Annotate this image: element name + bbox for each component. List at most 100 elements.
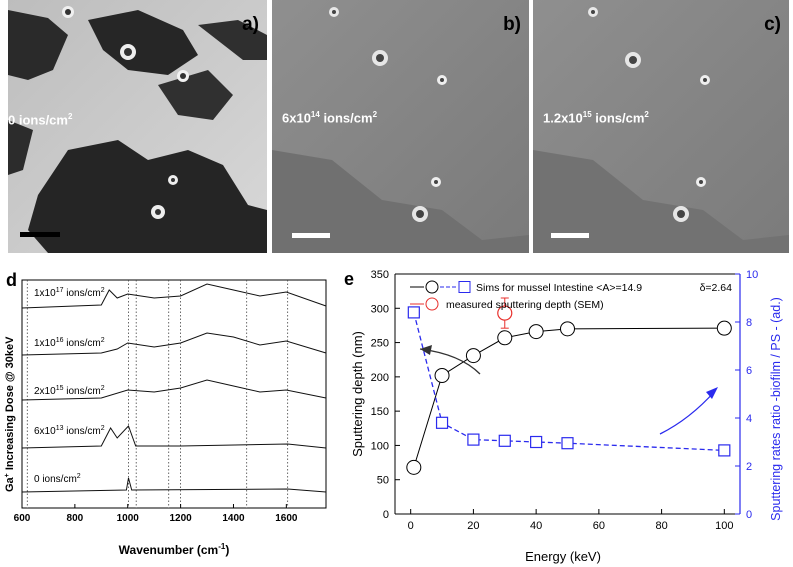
legend-sims-circle	[425, 280, 439, 294]
sims-depth-point-1	[434, 367, 450, 383]
sims-depth-point-2	[465, 348, 481, 364]
chart-d-xtick-label-4: 1400	[222, 513, 245, 524]
right-axis-arrow	[659, 390, 716, 435]
spectrum-label-base-3: 6x10	[34, 426, 56, 437]
panel-b-scale-bar	[292, 233, 330, 238]
spectrum-label-unit-1: ions/cm	[63, 338, 100, 349]
chart-e-ytick-label-6: 300	[371, 303, 389, 315]
spectrum-label-sup-2: 2	[101, 385, 105, 392]
chart-e-xtick-label-5: 100	[715, 520, 733, 532]
ratio-point-6	[718, 444, 731, 457]
panel-c-dose-base: 1.2x10	[543, 110, 583, 126]
panel-c-letter: c)	[764, 14, 781, 35]
panel-a-dose-base: 0 ions/cm	[8, 112, 68, 128]
chart-e-y2tick-label-3: 6	[746, 365, 752, 377]
legend-delta-label: δ=2.64	[700, 282, 733, 294]
chart-d-xtick-label-5: 1600	[275, 513, 298, 524]
spectrum-label-unit-3: ions/cm	[63, 426, 100, 437]
panel-b-dose-base: 6x10	[282, 110, 311, 126]
chart-d-xtick-label-3: 1200	[169, 513, 192, 524]
panel-b-dose-unit: ions/cm	[319, 110, 373, 126]
panel-b-dose-sup: 2	[372, 110, 378, 119]
chart-e-y2tick-label-1: 2	[746, 461, 752, 473]
raman-spectrum-0	[21, 283, 327, 309]
chart-e-ytick-label-4: 200	[371, 372, 389, 384]
chart-d-xlabel-sup: -1	[218, 542, 226, 551]
spectrum-label-exp-1: 16	[56, 337, 64, 344]
sem-image-b	[272, 0, 529, 253]
ratio-point-0	[407, 306, 420, 319]
chart-e-xtick-label-1: 20	[467, 520, 479, 532]
spectrum-label-2: 2x1015 ions/cm2	[34, 385, 105, 397]
spectrum-label-exp-3: 13	[56, 425, 64, 432]
spectrum-label-base-1: 1x10	[34, 338, 56, 349]
raman-spectrum-4	[21, 477, 327, 493]
spectrum-label-sup-4: 2	[77, 473, 81, 480]
chart-e-y2tick-label-4: 8	[746, 317, 752, 329]
legend-ratio-square	[458, 281, 471, 293]
spectrum-label-exp-2: 15	[56, 385, 64, 392]
spectrum-label-unit-0: ions/cm	[63, 288, 100, 299]
chart-e-ylabel: Sputtering depth (nm)	[350, 331, 365, 457]
ratio-point-4	[530, 435, 543, 449]
raman-spectrum-3	[21, 425, 327, 449]
ratio-point-1	[435, 416, 449, 429]
panel-a-scale-bar	[20, 232, 60, 237]
spectrum-label-1: 1x1016 ions/cm2	[34, 337, 105, 349]
chart-e-letter: e	[344, 269, 354, 289]
left-axis-arrowhead	[420, 345, 432, 355]
panel-c-scale-bar	[551, 233, 589, 238]
ratio-point-3	[498, 434, 511, 447]
panel-b-letter: b)	[503, 14, 521, 35]
raman-spectra-chart: d 600 800 1000 1200 1400 1600 1x1017 ions/cm2…	[4, 270, 327, 557]
chart-e-xtick-label-4: 80	[655, 520, 667, 532]
chart-d-xlabel-base: Wavenumber (cm	[119, 543, 219, 557]
chart-d-xlabel: Wavenumber (cm-1)	[119, 542, 230, 557]
sputtering-depth-chart: e 0 20 40 60 80 100 0 50 100 150 200 250 300 350 0 2 4 6 8…	[344, 269, 783, 564]
spectrum-label-sup-3: 2	[101, 425, 105, 432]
panel-b-dose-label: 6x1014 ions/cm2	[282, 110, 377, 125]
spectrum-label-base-4: 0 ions/cm	[34, 474, 77, 485]
sem-image-panel-b: b) 6x1014 ions/cm2	[272, 0, 529, 253]
raman-spectrum-1	[21, 332, 327, 356]
panel-a-letter: a)	[242, 14, 259, 35]
spectrum-label-4: 0 ions/cm2	[34, 473, 81, 485]
panel-b-dose-exp: 14	[310, 110, 320, 119]
chart-d-ylabel: Ga+ Increasing Dose @ 30keV	[4, 336, 16, 492]
raman-spectrum-2	[21, 379, 327, 401]
chart-e-y2tick-label-0: 0	[746, 509, 752, 521]
chart-d-ylabel-base: Ga	[4, 476, 16, 492]
sem-image-panel-a: a) 0 ions/cm2	[8, 0, 267, 253]
chart-e-xtick-label-3: 60	[593, 520, 605, 532]
panel-c-dose-label: 1.2x1015 ions/cm2	[543, 110, 649, 125]
chart-d-plot-frame	[21, 279, 327, 509]
chart-e-y2label: Sputtering rates ratio -biofilm / PS - (…	[769, 297, 783, 521]
chart-e-xtick-label-2: 40	[530, 520, 542, 532]
spectrum-label-sup-0: 2	[101, 287, 105, 294]
sims-depth-point-3	[497, 330, 513, 346]
spectrum-label-unit-2: ions/cm	[63, 386, 100, 397]
chart-d-letter: d	[6, 270, 17, 290]
chart-e-xlabel: Energy (keV)	[525, 549, 601, 564]
legend-measured-circle	[425, 297, 439, 311]
chart-e-ytick-label-5: 250	[371, 338, 389, 350]
sims-depth-point-5	[560, 321, 575, 337]
chart-e-y2tick-label-5: 10	[746, 269, 758, 281]
chart-d-xlabel-end: )	[225, 543, 229, 557]
measured-depth-point-0	[497, 305, 513, 321]
chart-d-ylabel-rest: Increasing Dose @ 30keV	[4, 336, 16, 473]
legend-sims-label: Sims for mussel Intestine <A>=14.9	[476, 282, 642, 294]
spectrum-label-base-0: 1x10	[34, 288, 56, 299]
chart-e-xtick-label-0: 0	[408, 520, 414, 532]
sem-image-c	[533, 0, 789, 253]
panel-a-dose-sup: 2	[67, 112, 73, 121]
spectrum-label-sup-1: 2	[101, 337, 105, 344]
ratio-point-5	[561, 437, 574, 450]
chart-d-xtick-label-1: 800	[67, 513, 84, 524]
chart-e-ytick-label-3: 150	[371, 406, 389, 418]
sem-image-a	[8, 0, 267, 253]
chart-d-xtick-label-0: 600	[14, 513, 31, 524]
chart-e-y2tick-label-2: 4	[746, 413, 752, 425]
ratio-point-2	[467, 433, 480, 446]
sims-depth-point-6	[716, 320, 732, 336]
